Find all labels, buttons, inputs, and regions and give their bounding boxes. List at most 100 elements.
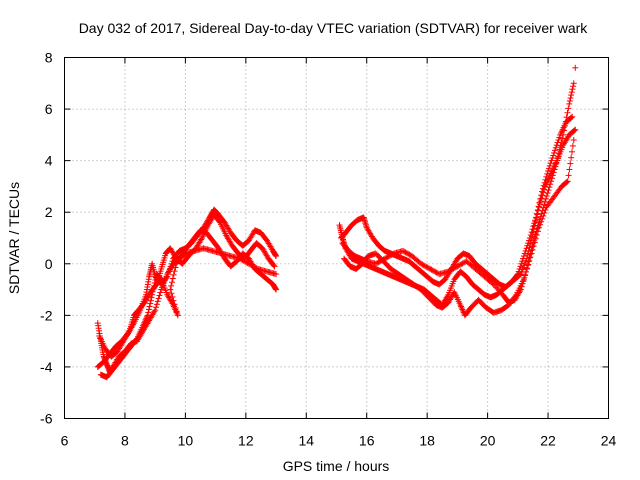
data-point: [172, 304, 179, 311]
data-point: [425, 265, 432, 272]
data-point: [538, 192, 545, 199]
data-point: [445, 268, 452, 275]
data-point: [542, 198, 549, 205]
data-point: [154, 298, 161, 305]
data-point: [554, 153, 561, 160]
data-point: [140, 322, 147, 329]
data-point: [514, 271, 521, 278]
data-point: [568, 92, 575, 99]
data-point: [534, 228, 541, 235]
data-point: [144, 312, 151, 319]
data-point: [494, 285, 501, 292]
data-point: [148, 294, 155, 301]
data-point: [406, 251, 413, 258]
data-point: [151, 308, 158, 315]
data-point: [495, 287, 502, 294]
data-point: [490, 281, 497, 288]
data-point: [541, 179, 548, 186]
data-point: [157, 289, 164, 296]
data-point: [548, 178, 555, 185]
data-point: [569, 86, 576, 93]
data-point: [520, 255, 527, 262]
data-point: [401, 248, 408, 255]
data-point: [423, 263, 430, 270]
data-point: [419, 261, 426, 268]
data-point: [568, 154, 575, 161]
data-point: [163, 274, 170, 281]
data-point: [168, 290, 175, 297]
data-point: [554, 157, 561, 164]
data-point: [165, 271, 172, 278]
data-point: [540, 182, 547, 189]
data-point: [529, 226, 536, 233]
data-point: [447, 267, 454, 274]
data-point: [489, 280, 496, 287]
data-point: [549, 172, 556, 179]
data-point: [532, 235, 539, 242]
data-point: [152, 276, 159, 283]
data-point: [385, 253, 392, 260]
chart-title: Day 032 of 2017, Sidereal Day-to-day VTE…: [79, 20, 589, 36]
data-point: [433, 269, 440, 276]
data-point: [172, 264, 179, 271]
data-point: [540, 212, 547, 219]
data-point: [548, 157, 555, 164]
data-point: [375, 259, 382, 266]
data-point: [532, 217, 539, 224]
data-point: [524, 265, 531, 272]
data-point: [497, 288, 504, 295]
y-tick-label: 6: [45, 101, 53, 117]
data-point: [529, 246, 536, 253]
data-point: [156, 274, 163, 281]
data-point: [453, 264, 460, 271]
data-point: [428, 266, 435, 273]
y-axis-title: SDTVAR / TECUs: [6, 182, 22, 294]
data-point: [165, 268, 172, 275]
data-point: [522, 247, 529, 254]
y-tick-label: 4: [45, 153, 53, 169]
data-point: [542, 176, 549, 183]
data-point: [528, 229, 535, 236]
data-point: [563, 179, 570, 186]
data-point: [561, 123, 568, 130]
data-point: [543, 173, 550, 180]
data-point: [405, 250, 412, 257]
data-point: [550, 169, 557, 176]
x-tick-label: 12: [238, 433, 254, 449]
data-point: [164, 273, 171, 280]
data-point: [546, 162, 553, 169]
data-point: [571, 127, 578, 134]
data-point: [553, 160, 560, 167]
data-point: [449, 266, 456, 273]
x-tick-label: 6: [61, 433, 69, 449]
data-point: [427, 265, 434, 272]
data-point: [531, 220, 538, 227]
data-point: [170, 297, 177, 304]
data-point: [521, 272, 528, 279]
data-point: [542, 195, 549, 202]
data-point: [539, 215, 546, 222]
data-point: [563, 114, 570, 121]
data-point: [559, 135, 566, 142]
data-points: [94, 64, 579, 381]
data-point: [555, 137, 562, 144]
data-point: [527, 254, 534, 261]
x-tick-label: 16: [359, 433, 375, 449]
data-point: [459, 306, 466, 313]
data-point: [273, 286, 280, 293]
data-point: [516, 265, 523, 272]
data-point: [451, 264, 458, 271]
data-point: [519, 258, 526, 265]
x-tick-label: 14: [298, 433, 314, 449]
y-tick-label: -6: [40, 411, 53, 427]
data-point: [153, 301, 160, 308]
data-point: [533, 232, 540, 239]
data-point: [527, 232, 534, 239]
data-point: [170, 271, 177, 278]
data-point: [388, 251, 395, 258]
data-point: [173, 308, 180, 315]
x-tick-label: 8: [121, 433, 129, 449]
data-point: [552, 144, 559, 151]
data-point: [420, 262, 427, 269]
